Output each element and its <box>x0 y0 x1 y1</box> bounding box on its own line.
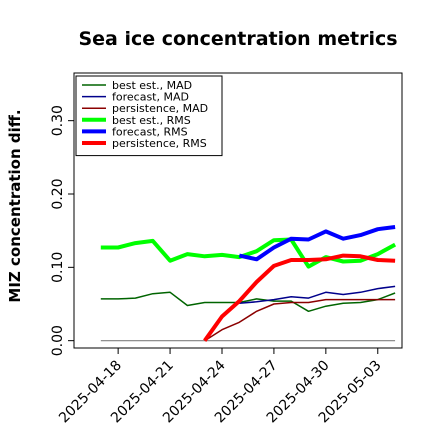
series-line-4 <box>100 237 397 269</box>
series-line-3 <box>204 298 396 342</box>
series-line-6 <box>203 253 396 342</box>
chart-title: Sea ice concentration metrics <box>78 28 397 50</box>
series-line-2 <box>239 285 396 305</box>
legend-label-2: forecast, MAD <box>112 91 189 104</box>
series-line-5 <box>238 225 396 262</box>
y-tick-label: 0.00 <box>50 325 66 356</box>
y-tick-label: 0.10 <box>50 252 66 283</box>
y-axis-label: MIZ concentration diff. <box>6 109 24 302</box>
y-tick-label: 0.30 <box>50 105 66 136</box>
legend-label-3: persistence, MAD <box>112 102 208 115</box>
plot-area <box>100 225 397 342</box>
legend-label-1: best est., MAD <box>112 79 192 92</box>
series-line-1 <box>100 291 396 313</box>
legend-label-6: persistence, RMS <box>112 137 207 150</box>
legend-label-5: forecast, RMS <box>112 125 188 138</box>
plot-frame <box>73 72 403 349</box>
y-tick-label: 0.20 <box>50 178 66 209</box>
legend-label-4: best est., RMS <box>112 114 191 127</box>
